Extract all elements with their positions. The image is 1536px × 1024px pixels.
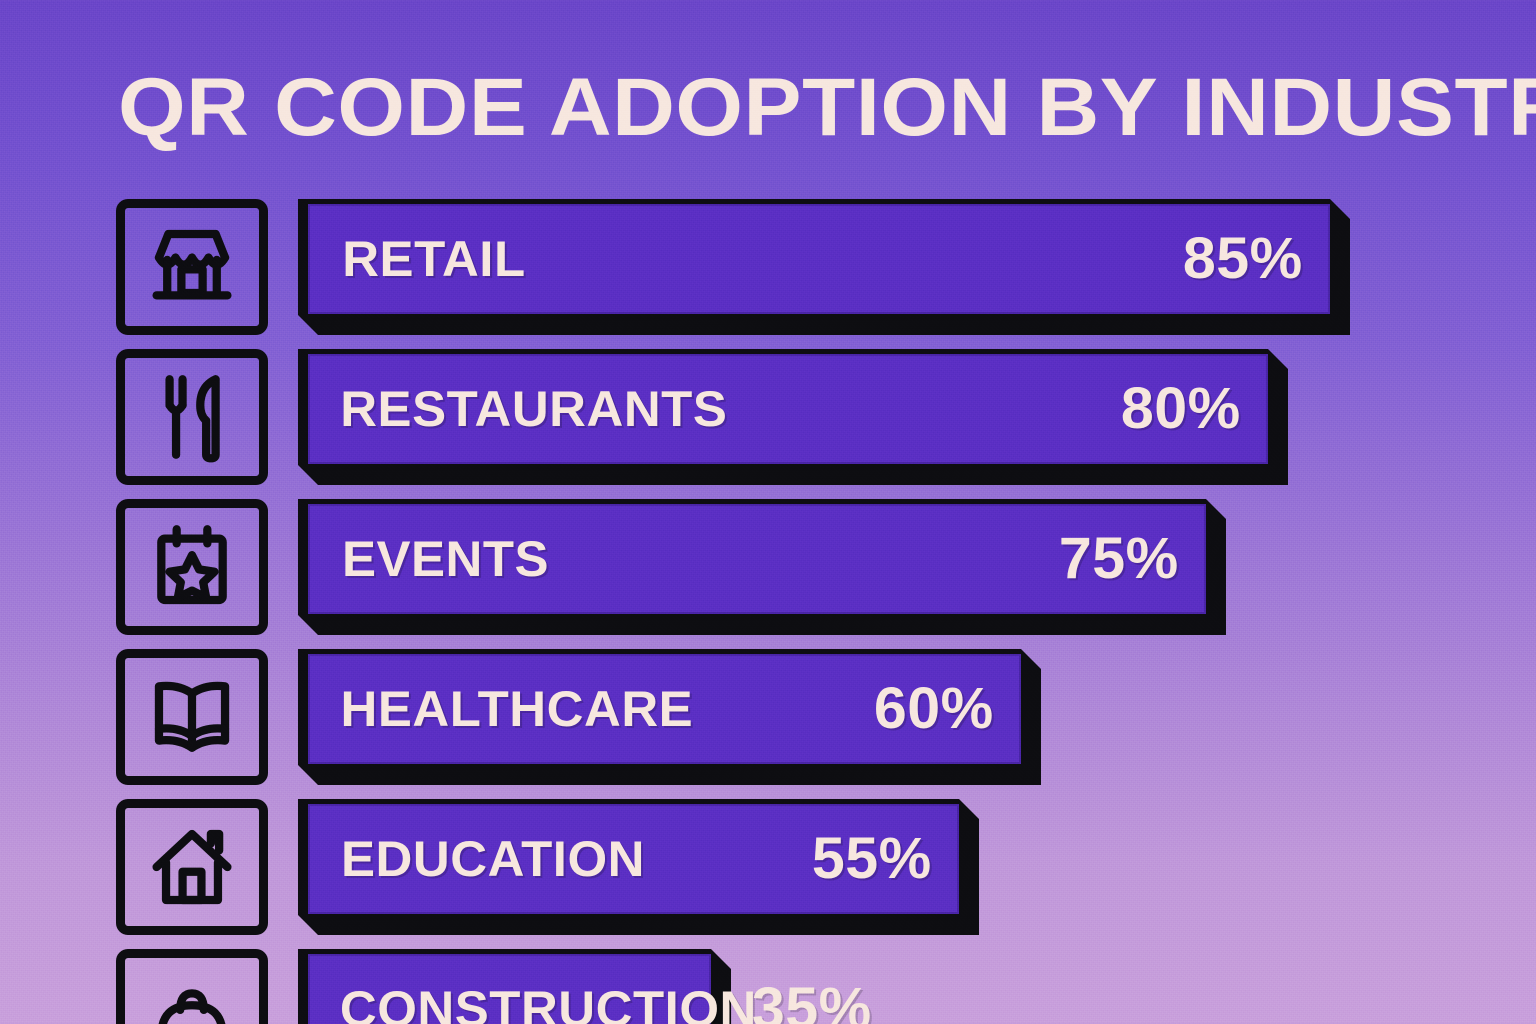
bar-value: 75% [1059, 526, 1180, 591]
bar-chart: RETAIL 85% RESTAURANTS 80% EVENTS [0, 196, 1536, 1024]
storefront-icon-tile [116, 199, 268, 335]
calendar-star-icon-tile [116, 499, 268, 635]
bar-row: RETAIL 85% [0, 196, 1536, 346]
house-icon [125, 808, 259, 926]
bar-fill: EDUCATION 55% [308, 804, 959, 914]
bar-fill: RESTAURANTS 80% [308, 354, 1268, 464]
fork-knife-icon-tile [116, 349, 268, 485]
storefront-icon [125, 208, 259, 326]
bar-fill: EVENTS 75% [308, 504, 1206, 614]
bar-row: EDUCATION 55% [0, 796, 1536, 946]
hard-hat-icon [125, 958, 259, 1024]
bar-value: 60% [874, 676, 995, 741]
bar-row: CONSTRUCTION 35% [0, 946, 1536, 1024]
calendar-star-icon [125, 508, 259, 626]
open-book-icon [125, 658, 259, 776]
bar-row: RESTAURANTS 80% [0, 346, 1536, 496]
bar-fill: RETAIL 85% [308, 204, 1330, 314]
bar-label: EDUCATION [341, 831, 645, 887]
bar-value: 55% [812, 826, 933, 891]
open-book-icon-tile [116, 649, 268, 785]
hard-hat-icon-tile [116, 949, 268, 1024]
bar-value: 85% [1183, 226, 1304, 291]
bar-row: EVENTS 75% [0, 496, 1536, 646]
bar-label: RESTAURANTS [340, 381, 728, 437]
bar-row: HEALTHCARE 60% [0, 646, 1536, 796]
bar-label: EVENTS [341, 531, 550, 587]
bar-label: CONSTRUCTION [339, 981, 757, 1024]
bar-value: 35% [751, 976, 872, 1024]
house-icon-tile [116, 799, 268, 935]
bar-label: HEALTHCARE [340, 681, 694, 737]
bar-label: RETAIL [342, 231, 526, 287]
bar-fill: CONSTRUCTION 35% [308, 954, 871, 1024]
bar-fill: HEALTHCARE 60% [308, 654, 1021, 764]
page-title: QR CODE ADOPTION BY INDUSTRY [118, 62, 1536, 153]
fork-knife-icon [125, 358, 259, 476]
bar-value: 80% [1121, 376, 1242, 441]
